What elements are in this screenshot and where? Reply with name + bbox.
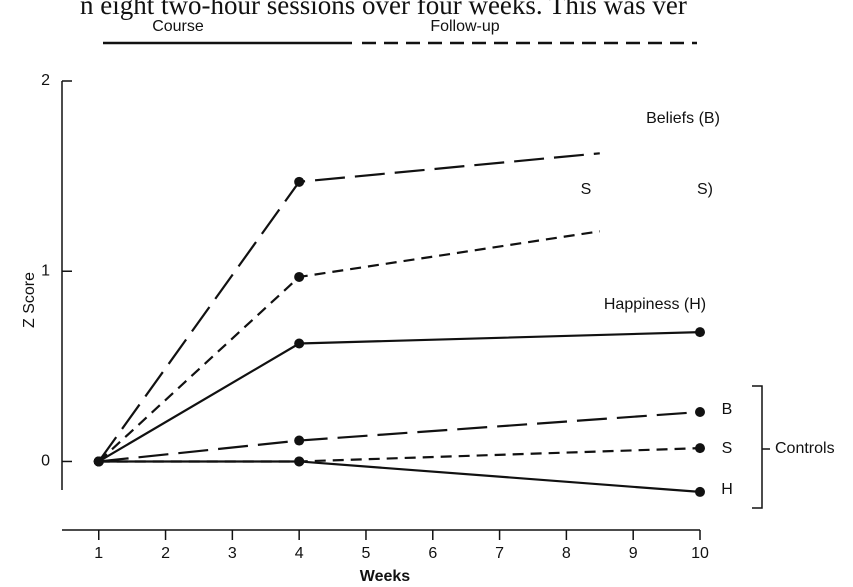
annotation: Beliefs (B): [646, 110, 720, 127]
x-tick-label: 2: [161, 545, 170, 562]
data-point: [93, 456, 104, 467]
x-tick-label: 4: [295, 545, 304, 562]
data-point: [294, 271, 305, 282]
annotation: Happiness (H): [604, 296, 706, 313]
series-line: [98, 410, 701, 463]
x-tick-label: 8: [562, 545, 571, 562]
data-point: [294, 176, 305, 187]
y-axis-label: Z Score: [21, 272, 38, 328]
x-tick-label: 3: [228, 545, 237, 562]
x-tick-label: 6: [428, 545, 437, 562]
data-point: [294, 435, 305, 446]
series-line: [97, 230, 600, 463]
x-tick-label: 1: [94, 545, 103, 562]
annotation: Controls: [775, 440, 835, 457]
data-point: [695, 327, 705, 338]
phase-label: Follow-up: [430, 18, 499, 35]
x-tick-label: 7: [495, 545, 504, 562]
annotation: S): [697, 181, 713, 198]
y-tick-label: 2: [41, 72, 50, 89]
series-line: [98, 460, 701, 493]
x-tick-label: 10: [691, 545, 709, 562]
controls-bracket: [752, 385, 770, 509]
data-point: [695, 443, 705, 454]
series-line: [97, 152, 600, 463]
x-tick-label: 9: [629, 545, 638, 562]
caption: n eight two-hour sessions over four week…: [80, 0, 687, 20]
data-point: [294, 338, 305, 349]
x-tick-label: 5: [362, 545, 371, 562]
data-point: [294, 456, 305, 467]
phase-label: Course: [152, 18, 204, 35]
data-point: [695, 486, 705, 497]
series-line: [98, 447, 701, 463]
annotation: H: [721, 481, 733, 498]
x-axis-label: Weeks: [360, 568, 411, 585]
annotation: S: [722, 440, 733, 457]
annotation: B: [722, 401, 733, 418]
annotation: S: [581, 181, 592, 198]
series-line: [98, 331, 701, 463]
y-tick-label: 1: [41, 262, 50, 279]
y-tick-label: 0: [41, 453, 50, 470]
data-point: [695, 407, 705, 418]
